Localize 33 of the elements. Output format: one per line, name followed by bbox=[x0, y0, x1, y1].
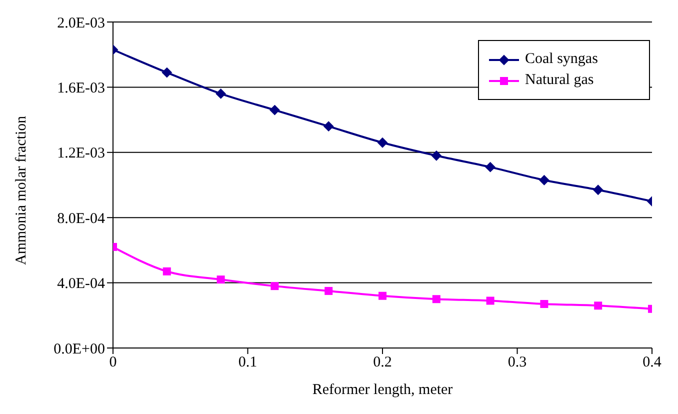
point bbox=[594, 302, 602, 310]
y-tick-label: 2.0E-03 bbox=[57, 15, 105, 32]
y-tick-label: 8.0E-04 bbox=[57, 210, 106, 227]
y-tick-label: 4.0E-04 bbox=[57, 276, 106, 292]
x-axis-title: Reformer length, meter bbox=[312, 382, 453, 398]
legend-label: Natural gas bbox=[525, 72, 594, 89]
point bbox=[431, 150, 442, 161]
point bbox=[270, 105, 280, 116]
point bbox=[539, 175, 550, 186]
point bbox=[270, 282, 279, 290]
point bbox=[216, 276, 225, 284]
point bbox=[324, 121, 334, 132]
y-tick-label: 1.6E-03 bbox=[57, 80, 105, 97]
y-tick-label: 0.0E+00 bbox=[54, 341, 105, 358]
point bbox=[540, 300, 548, 308]
y-axis-title: Ammonia molar fraction bbox=[13, 115, 30, 265]
point bbox=[378, 292, 386, 300]
point bbox=[432, 295, 440, 304]
x-tick-label: 0 bbox=[109, 354, 117, 371]
x-tick-label: 0.4 bbox=[642, 354, 662, 371]
point bbox=[486, 296, 494, 305]
point bbox=[216, 88, 226, 99]
point bbox=[162, 68, 172, 78]
x-tick-label: 0.1 bbox=[238, 354, 258, 371]
legend-label: Coal syngas bbox=[525, 51, 598, 68]
point bbox=[485, 162, 496, 172]
x-tick-label: 0.2 bbox=[373, 354, 392, 371]
point bbox=[324, 286, 333, 295]
point bbox=[593, 184, 604, 195]
point bbox=[378, 138, 388, 148]
x-tick-label: 0.3 bbox=[508, 354, 527, 371]
point bbox=[162, 267, 171, 276]
y-tick-label: 1.2E-03 bbox=[57, 146, 105, 162]
